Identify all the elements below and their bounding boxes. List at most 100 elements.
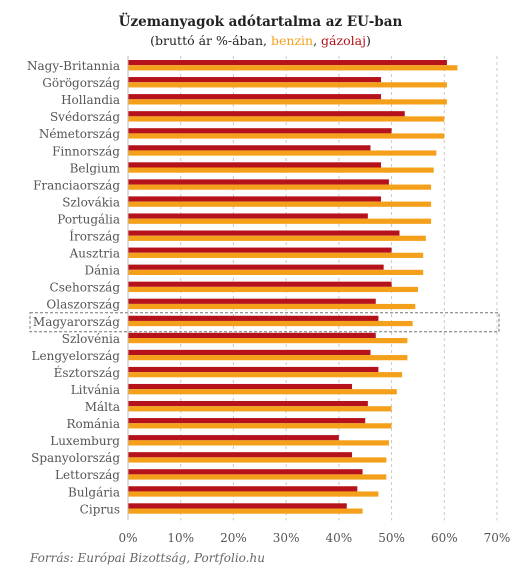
bar-gazolaj xyxy=(128,452,353,458)
category-label: Csehország xyxy=(50,281,121,295)
category-label: Luxemburg xyxy=(50,434,120,448)
bar-benzin xyxy=(128,184,432,190)
bar-gazolaj xyxy=(128,196,382,202)
bar-benzin xyxy=(128,440,389,446)
category-label: Málta xyxy=(85,400,120,414)
bar-gazolaj xyxy=(128,60,447,66)
bar-benzin xyxy=(128,320,413,327)
category-label: Finnország xyxy=(52,144,120,158)
category-label: Szlovákia xyxy=(62,195,120,209)
category-label: Lettország xyxy=(55,468,120,482)
category-label: Dánia xyxy=(85,264,121,278)
bar-benzin xyxy=(128,218,432,224)
category-label: Görögország xyxy=(42,76,120,90)
category-label: Lengyelország xyxy=(32,349,121,363)
bar-benzin xyxy=(128,474,387,480)
category-label: Ausztria xyxy=(69,247,120,261)
bar-gazolaj xyxy=(128,332,376,338)
x-tick-label: 40% xyxy=(326,531,353,545)
bar-gazolaj xyxy=(128,128,392,134)
bar-gazolaj xyxy=(128,298,376,304)
bar-gazolaj xyxy=(128,281,392,287)
bar-gazolaj xyxy=(128,230,400,236)
bar-benzin xyxy=(128,150,437,156)
bar-benzin xyxy=(128,82,447,88)
category-label: Svédország xyxy=(50,110,120,124)
x-tick-label: 70% xyxy=(484,531,511,545)
bar-gazolaj xyxy=(128,486,358,492)
bar-benzin xyxy=(128,389,397,395)
bar-gazolaj xyxy=(128,94,382,100)
subtitle-suffix: ) xyxy=(365,33,371,48)
bar-gazolaj xyxy=(128,469,363,475)
bar-gazolaj xyxy=(128,503,347,509)
category-label: Bulgária xyxy=(68,485,120,499)
bar-benzin xyxy=(128,372,403,378)
bar-gazolaj xyxy=(128,315,379,321)
bar-gazolaj xyxy=(128,111,405,117)
category-label: Szlovénia xyxy=(62,332,120,346)
category-label: Franciaország xyxy=(33,178,120,192)
x-tick-label: 20% xyxy=(220,531,247,545)
bar-gazolaj xyxy=(128,145,371,151)
bar-gazolaj xyxy=(128,77,382,83)
bar-gazolaj xyxy=(128,401,368,407)
category-label: Hollandia xyxy=(61,93,120,107)
bar-gazolaj xyxy=(128,418,366,424)
bar-gazolaj xyxy=(128,349,371,356)
bar-benzin xyxy=(128,423,392,429)
bar-benzin xyxy=(128,116,445,122)
category-label: Olaszország xyxy=(46,298,120,312)
bar-benzin xyxy=(128,65,458,71)
x-tick-label: 50% xyxy=(378,531,405,545)
bar-benzin xyxy=(128,133,445,139)
category-label: Írország xyxy=(69,229,120,244)
category-label: Magyarország xyxy=(33,315,120,329)
source-note: Forrás: Európai Bizottság, Portfolio.hu xyxy=(30,551,265,565)
category-label: Litvánia xyxy=(71,383,120,397)
x-tick-label: 60% xyxy=(431,531,458,545)
bar-benzin xyxy=(128,252,424,258)
bar-benzin xyxy=(128,235,426,241)
bar-gazolaj xyxy=(128,179,389,185)
bar-benzin xyxy=(128,338,408,344)
category-label: Spanyolország xyxy=(31,451,120,465)
category-label: Portugália xyxy=(57,212,120,226)
bar-gazolaj xyxy=(128,383,353,390)
bar-benzin xyxy=(128,201,432,207)
subtitle-separator: , xyxy=(313,33,322,48)
category-label: Belgium xyxy=(70,161,121,175)
bar-gazolaj xyxy=(128,213,368,219)
bar-benzin xyxy=(128,457,387,463)
bar-gazolaj xyxy=(128,264,384,270)
bar-gazolaj xyxy=(128,366,379,373)
highlight-box xyxy=(29,312,500,333)
category-label: Nagy-Britannia xyxy=(27,59,120,73)
bar-benzin xyxy=(128,303,416,310)
chart-title: Üzemanyagok adótartalma az EU-ban xyxy=(118,14,403,30)
x-tick-label: 0% xyxy=(118,531,137,545)
category-label: Észtország xyxy=(54,365,121,380)
bar-benzin xyxy=(128,269,424,275)
chart-subtitle: (bruttó ár %-ában, benzin, gázolaj) xyxy=(0,33,521,48)
category-label: Németország xyxy=(39,127,121,141)
subtitle-benzin-legend: benzin xyxy=(271,33,314,48)
bar-benzin xyxy=(128,491,379,497)
x-tick-label: 10% xyxy=(167,531,194,545)
bar-benzin xyxy=(128,286,418,293)
category-label: Románia xyxy=(66,417,120,431)
x-tick-label: 30% xyxy=(273,531,300,545)
category-label: Ciprus xyxy=(80,502,120,516)
bar-benzin xyxy=(128,406,392,412)
bar-gazolaj xyxy=(128,247,392,253)
bar-benzin xyxy=(128,355,408,361)
bar-benzin xyxy=(128,508,363,514)
subtitle-prefix: (bruttó ár %-ában, xyxy=(150,33,271,48)
bar-benzin xyxy=(128,99,447,105)
subtitle-gazolaj-legend: gázolaj xyxy=(321,33,366,48)
bar-gazolaj xyxy=(128,435,339,441)
bar-gazolaj xyxy=(128,162,382,168)
bar-benzin xyxy=(128,167,434,173)
